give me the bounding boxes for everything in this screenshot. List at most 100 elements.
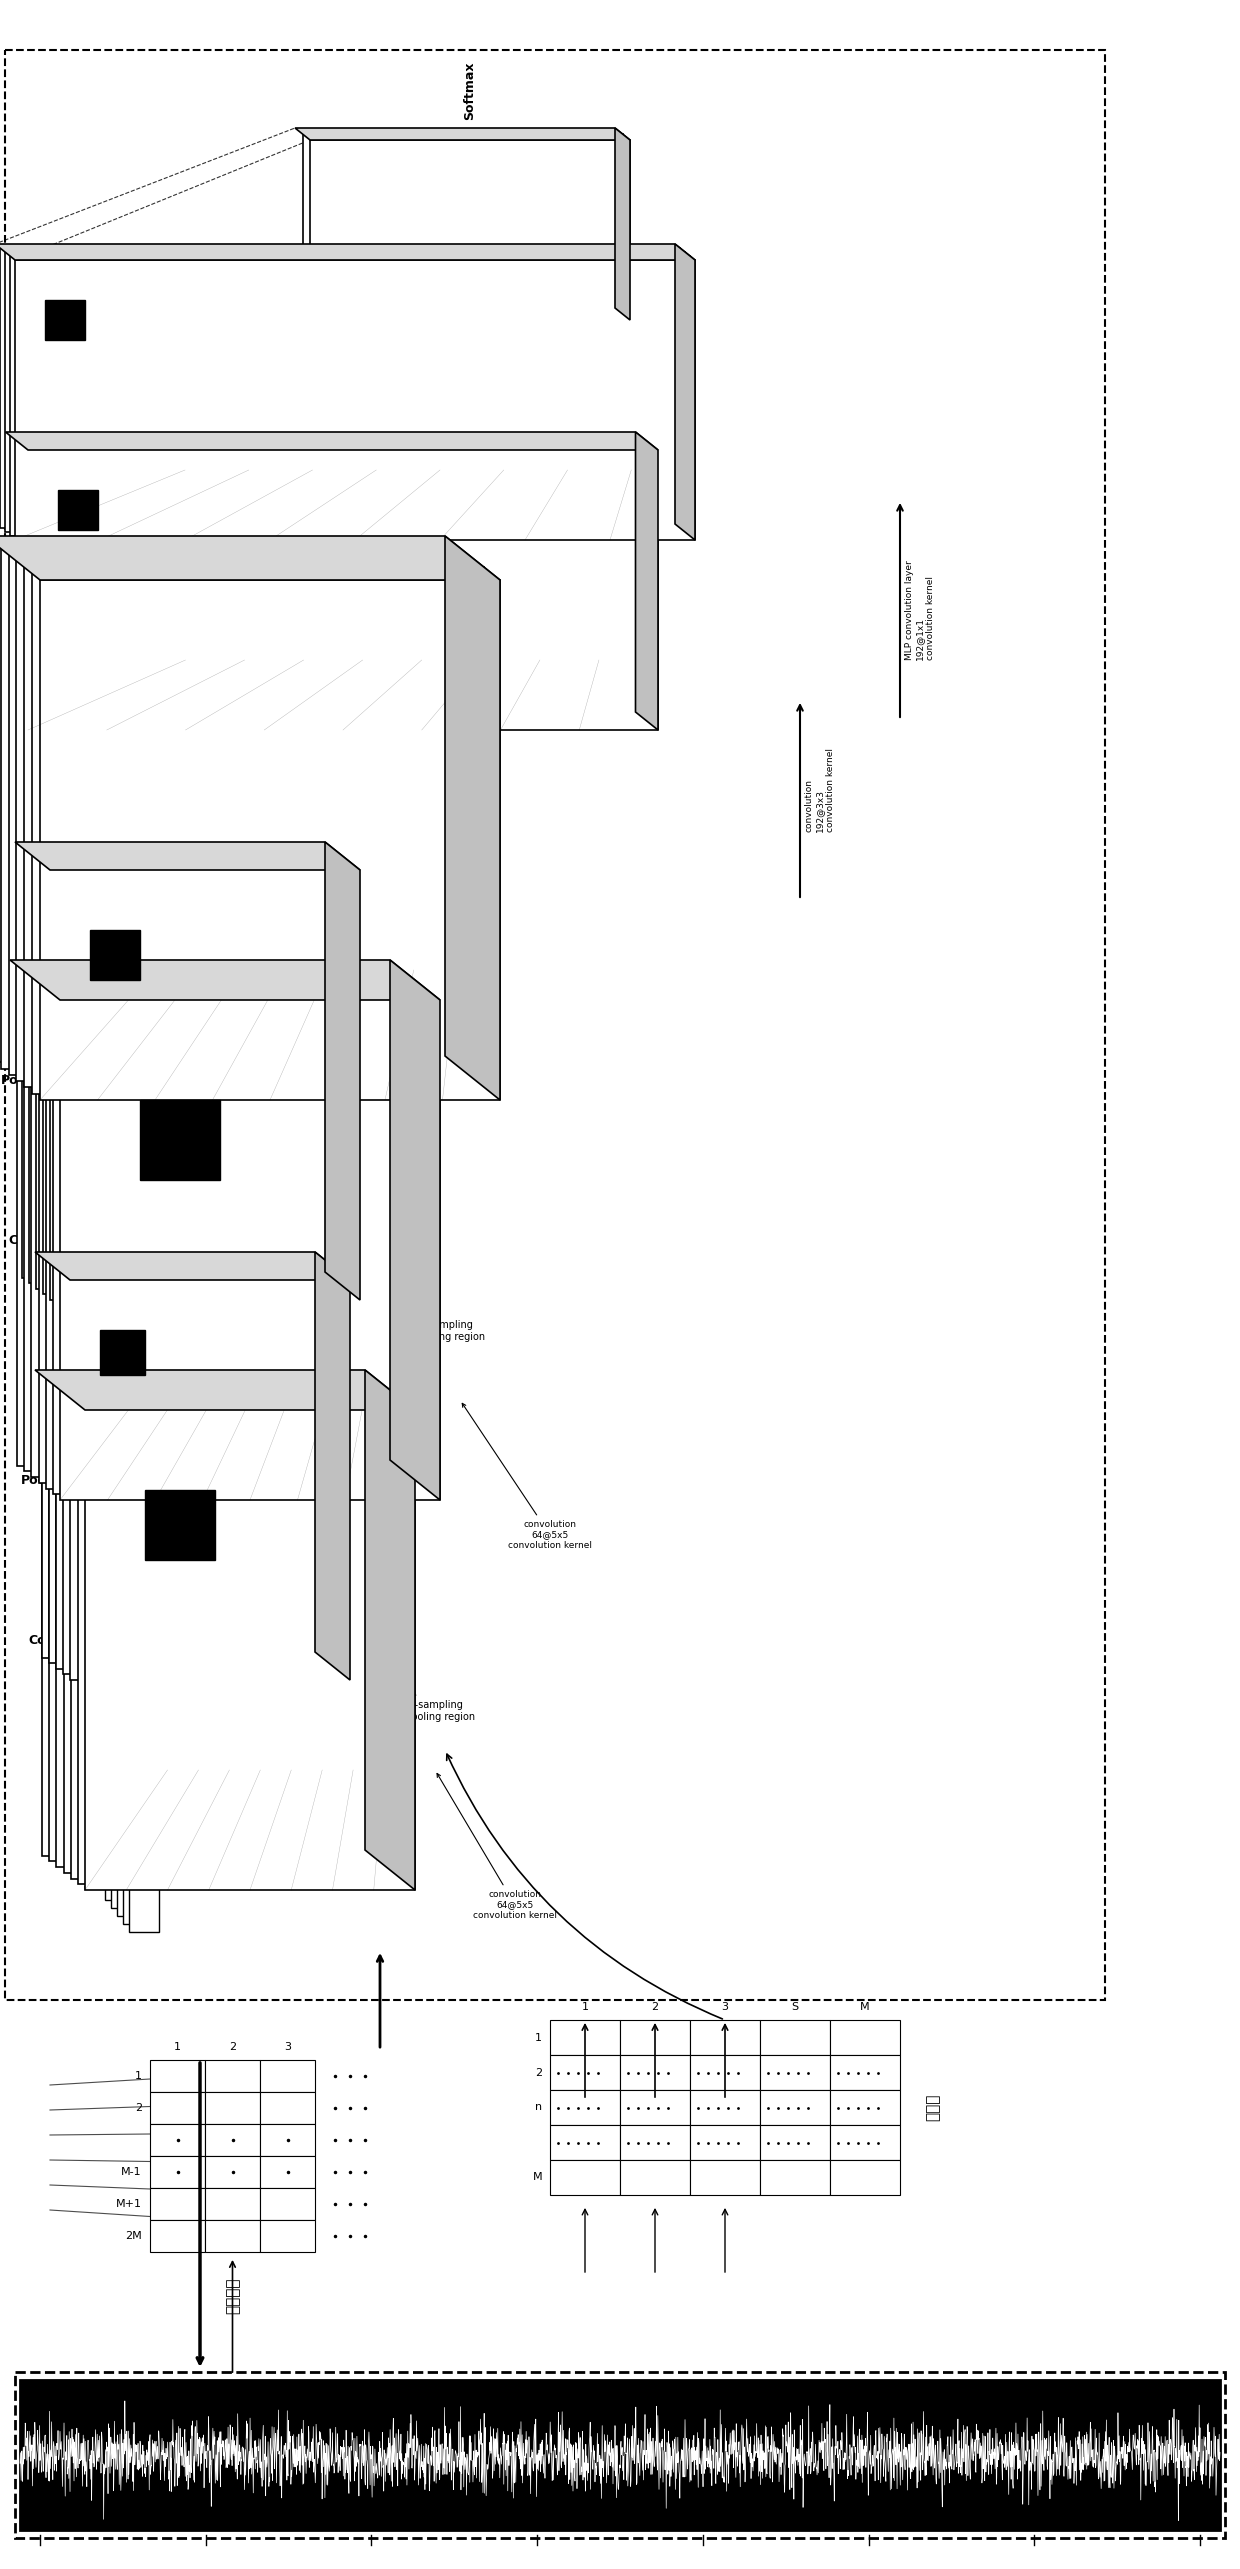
Bar — [689, 2161, 760, 2194]
Bar — [20, 2379, 1220, 2530]
Polygon shape — [69, 1279, 350, 1680]
Polygon shape — [17, 442, 647, 722]
Bar — [620, 2125, 689, 2161]
Text: 工作信号: 工作信号 — [224, 2276, 241, 2315]
Bar — [260, 2060, 315, 2091]
Bar — [551, 2019, 620, 2055]
Polygon shape — [71, 1398, 401, 1878]
Bar — [260, 2155, 315, 2189]
Polygon shape — [60, 999, 440, 1500]
Bar — [689, 2055, 760, 2091]
Bar — [620, 2019, 689, 2055]
Polygon shape — [50, 1382, 379, 1863]
Text: M-1: M-1 — [122, 2168, 143, 2176]
Polygon shape — [35, 1251, 350, 1279]
Polygon shape — [56, 1269, 336, 1670]
Bar — [260, 2220, 315, 2253]
Bar — [260, 2189, 315, 2220]
Bar — [620, 2055, 689, 2091]
Bar — [551, 2091, 620, 2125]
Text: 2: 2 — [534, 2068, 542, 2078]
Polygon shape — [32, 573, 492, 1094]
Text: 2: 2 — [229, 2042, 236, 2053]
Bar — [760, 2019, 830, 2055]
Polygon shape — [17, 966, 397, 1467]
Bar — [620, 2161, 689, 2194]
Text: sub-sampling
2x2 pooling region: sub-sampling 2x2 pooling region — [342, 1223, 486, 1341]
Polygon shape — [36, 858, 346, 1290]
Bar — [140, 1100, 219, 1179]
Bar — [205, 2091, 260, 2125]
Polygon shape — [53, 994, 433, 1495]
Polygon shape — [15, 843, 360, 871]
Polygon shape — [1, 550, 461, 1069]
Polygon shape — [63, 1274, 343, 1675]
Text: 3: 3 — [284, 2042, 291, 2053]
Polygon shape — [11, 437, 641, 717]
Polygon shape — [40, 581, 500, 1100]
Bar — [551, 2055, 620, 2091]
Polygon shape — [22, 444, 652, 724]
Polygon shape — [50, 871, 360, 1300]
Bar — [205, 2060, 260, 2091]
Bar — [45, 301, 86, 339]
Bar — [91, 930, 140, 979]
Polygon shape — [365, 1369, 415, 1891]
Bar — [760, 2125, 830, 2161]
Text: Conv1: Conv1 — [29, 1634, 72, 1647]
Bar — [760, 2055, 830, 2091]
Bar — [551, 2125, 620, 2161]
Polygon shape — [57, 1387, 387, 1868]
Bar — [689, 2019, 760, 2055]
Text: 1: 1 — [174, 2042, 181, 2053]
Polygon shape — [29, 853, 339, 1282]
Polygon shape — [10, 961, 440, 999]
Bar — [58, 491, 98, 529]
Bar — [150, 2060, 205, 2091]
Bar — [105, 1850, 135, 1901]
Text: convolution
192@3x3
convolution kernel: convolution 192@3x3 convolution kernel — [805, 748, 835, 832]
Bar — [150, 2155, 205, 2189]
Polygon shape — [0, 249, 680, 529]
Polygon shape — [25, 568, 485, 1087]
Polygon shape — [0, 542, 453, 1064]
Text: M: M — [532, 2173, 542, 2184]
Text: MLP convolution layer
192@1x1
convolution kernel: MLP convolution layer 192@1x1 convolutio… — [905, 560, 935, 660]
Bar — [260, 2125, 315, 2155]
Polygon shape — [9, 555, 469, 1074]
Polygon shape — [38, 984, 419, 1482]
Polygon shape — [29, 450, 658, 730]
Polygon shape — [5, 252, 684, 532]
Text: convolution
64@5x5
convolution kernel: convolution 64@5x5 convolution kernel — [436, 1773, 557, 1919]
Polygon shape — [15, 259, 694, 539]
Bar — [830, 2055, 900, 2091]
Bar — [15, 2371, 1225, 2538]
Bar — [830, 2161, 900, 2194]
Polygon shape — [42, 1259, 322, 1657]
Text: 2M: 2M — [125, 2230, 143, 2240]
Polygon shape — [78, 1405, 408, 1883]
Text: n: n — [534, 2101, 542, 2112]
Bar — [205, 2189, 260, 2220]
Bar — [150, 2189, 205, 2220]
Bar — [112, 1857, 141, 1909]
Bar — [117, 1865, 148, 1916]
Polygon shape — [25, 971, 404, 1472]
Bar — [760, 2161, 830, 2194]
Text: Input: Input — [53, 1814, 91, 1827]
Polygon shape — [615, 128, 630, 321]
Polygon shape — [295, 128, 630, 139]
Bar — [260, 2091, 315, 2125]
Polygon shape — [86, 1410, 415, 1891]
Bar — [620, 2091, 689, 2125]
Text: sub-sampling
2x2 pooling region: sub-sampling 2x2 pooling region — [332, 1603, 476, 1721]
Bar — [551, 2161, 620, 2194]
Polygon shape — [35, 1369, 415, 1410]
Polygon shape — [42, 1377, 372, 1855]
Bar — [830, 2091, 900, 2125]
Polygon shape — [391, 961, 440, 1500]
Text: 2: 2 — [135, 2104, 143, 2112]
Polygon shape — [22, 848, 332, 1277]
Polygon shape — [43, 863, 353, 1295]
Polygon shape — [310, 139, 630, 321]
